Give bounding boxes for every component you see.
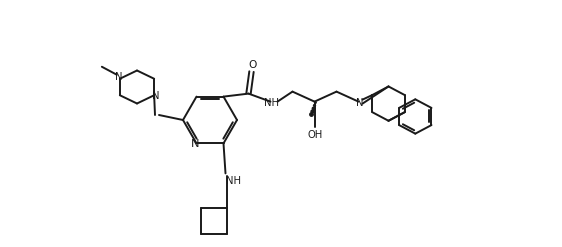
Text: NH: NH [226,176,241,186]
Text: N: N [152,91,160,101]
Text: NH: NH [264,98,279,108]
Text: O: O [248,60,257,70]
Text: N: N [115,72,123,82]
Text: OH: OH [308,130,323,140]
Text: N: N [191,139,200,149]
Text: N: N [356,98,363,108]
